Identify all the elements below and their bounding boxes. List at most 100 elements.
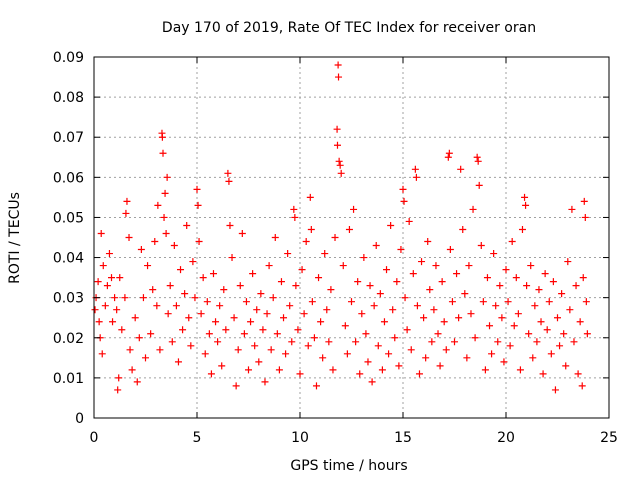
data-point [197,310,205,318]
grid-lines [94,57,609,418]
data-point [139,294,147,302]
data-point [183,221,191,229]
data-point [315,274,323,282]
data-point [531,302,539,310]
data-point [383,266,391,274]
data-point [580,197,588,205]
data-point [91,306,99,314]
data-point [101,302,109,310]
data-point [430,306,438,314]
data-point [128,366,136,374]
data-point [245,366,252,374]
data-point [151,238,159,246]
data-point [523,282,531,290]
data-point [269,294,277,302]
data-point [562,362,570,370]
data-point [267,346,275,354]
data-point [420,314,428,322]
data-point [103,282,111,290]
data-point [174,358,182,366]
data-point [329,366,337,374]
data-point [249,270,257,278]
data-point [494,338,502,346]
data-point [153,302,161,310]
data-point [455,314,463,322]
data-points [91,61,591,394]
data-point [496,282,504,290]
data-point [549,278,557,286]
data-point [122,209,130,217]
data-point [438,278,446,286]
data-point [539,370,547,378]
data-point [399,185,407,193]
data-point [163,173,171,181]
data-point [306,193,314,201]
data-point [142,354,149,362]
data-point [545,298,553,306]
data-point [445,149,453,157]
data-point [261,378,269,386]
data-point [551,386,559,394]
data-point [236,282,244,290]
data-point [405,217,413,225]
data-point [209,270,217,278]
data-point [521,193,529,201]
data-point [343,350,351,358]
data-point [440,318,448,326]
data-point [474,157,482,165]
data-point [156,346,164,354]
data-point [232,382,240,390]
data-point [203,298,211,306]
data-point [323,306,331,314]
data-point [483,274,491,282]
data-point [358,310,366,318]
data-point [335,73,343,81]
data-point [459,225,467,233]
data-point [113,306,121,314]
data-point [291,213,299,221]
data-point [428,338,436,346]
data-point [218,362,226,370]
data-point [331,234,339,241]
data-point [354,278,362,286]
data-point [366,282,374,290]
data-point [581,213,589,221]
x-tick-labels: 0 5 10 15 20 25 [90,430,618,446]
data-point [337,169,345,177]
data-point [370,302,378,310]
data-point [137,246,145,254]
data-point [118,326,126,334]
data-point [164,310,172,318]
data-point [116,274,124,282]
data-point [325,338,333,346]
data-point [578,382,586,390]
data-point [257,290,265,298]
data-point [298,266,306,274]
data-point [154,201,162,209]
data-point [247,318,255,326]
data-point [465,262,473,270]
data-point [529,354,537,362]
data-point [99,262,107,270]
data-point [177,266,185,274]
data-point [115,374,123,382]
data-point [126,346,134,354]
data-point [407,346,415,354]
data-point [97,229,105,237]
data-point [327,286,335,294]
data-point [348,298,355,306]
data-point [108,274,116,282]
data-point [525,330,533,338]
data-point [461,290,469,298]
data-point [477,242,485,250]
data-point [451,338,458,346]
y-axis-label: ROTI / TECUs [7,192,23,284]
data-point [339,262,347,270]
data-point [380,318,388,326]
data-point [193,185,201,193]
data-point [234,346,242,354]
data-point [271,234,279,241]
data-point [362,330,370,338]
data-point [308,298,316,306]
data-point [179,326,187,334]
